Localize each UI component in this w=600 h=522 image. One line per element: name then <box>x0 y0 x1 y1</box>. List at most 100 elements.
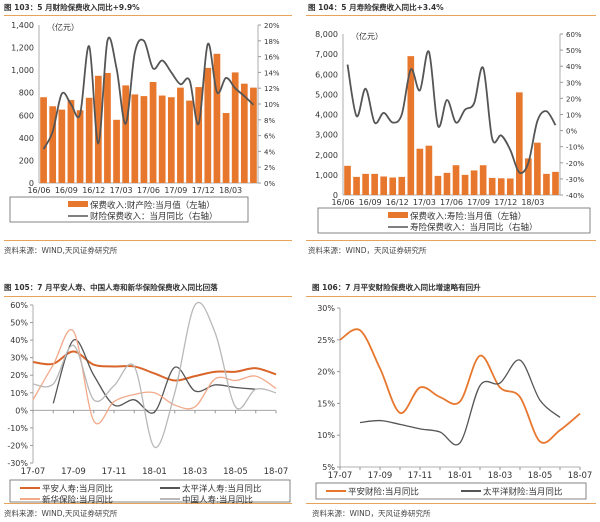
x-tick-label: 18-01 <box>448 471 473 481</box>
legend-label: 太平洋人寿:当月同比 <box>182 484 261 495</box>
y-tick-label: 10% <box>317 431 335 440</box>
series-line <box>32 328 277 425</box>
y-tick-label: 10% <box>10 389 28 398</box>
bar <box>104 72 111 183</box>
bar <box>525 158 532 195</box>
divider <box>306 503 596 504</box>
right-tick-label: 6% <box>264 133 275 141</box>
bar <box>40 97 47 183</box>
right-tick-label: -40% <box>566 192 584 200</box>
y-tick-label: 60% <box>10 301 28 310</box>
y-tick-label: 20% <box>317 368 335 377</box>
bar <box>58 109 66 183</box>
bar <box>122 85 130 183</box>
divider <box>4 240 292 241</box>
unit-label: （亿元） <box>351 31 383 41</box>
divider <box>4 15 292 16</box>
bar <box>443 172 451 195</box>
right-tick-label: -20% <box>566 160 584 168</box>
yoy-line <box>42 36 255 150</box>
bar <box>131 94 139 183</box>
right-tick-label: 60% <box>566 31 582 39</box>
y-tick-label: 0% <box>15 406 28 415</box>
x-tick-label: 16/09 <box>359 198 382 207</box>
right-tick-label: 8% <box>264 117 275 125</box>
bar <box>113 119 120 183</box>
legend-box <box>317 207 591 234</box>
left-tick-label: 1,400 <box>11 21 34 30</box>
yoy-line <box>346 50 557 174</box>
legend-bar-label: 保费收入:财产险:当月值（左轴） <box>90 200 215 211</box>
bar <box>497 178 505 195</box>
bar <box>76 110 84 183</box>
left-tick-label: 2,000 <box>315 151 338 160</box>
bar <box>488 177 496 195</box>
bar <box>416 148 424 195</box>
figure-104-source: 资料来源：WIND，天风证券研究所 <box>308 246 427 255</box>
x-tick-label: 16/12 <box>386 198 409 207</box>
figure-103-source: 资料来源：WIND,天风证券研究所 <box>4 246 118 255</box>
bar <box>186 100 193 183</box>
figure-106-title: 图 106：7 月平安财险保费收入同比增速略有回升 <box>312 283 481 292</box>
bar <box>222 113 230 183</box>
bar <box>515 92 523 195</box>
x-tick-label: 17-07 <box>21 467 46 477</box>
series-line <box>359 359 561 446</box>
bar <box>67 100 75 183</box>
bar <box>231 72 239 183</box>
divider <box>306 296 596 297</box>
bar <box>85 97 93 183</box>
bar <box>461 174 469 195</box>
y-tick-label: 30% <box>10 354 28 363</box>
bar <box>240 83 248 183</box>
right-tick-label: 20% <box>566 95 582 103</box>
bar <box>506 178 514 195</box>
bar <box>167 97 175 183</box>
divider <box>4 296 292 297</box>
divider <box>306 15 596 16</box>
bar <box>213 53 221 184</box>
x-tick-label: 16/12 <box>82 186 105 195</box>
bar <box>534 142 541 195</box>
bar <box>470 170 478 195</box>
legend-label: 中国人寿:当月同比 <box>182 495 253 506</box>
divider <box>4 503 292 504</box>
x-tick-label: 18-05 <box>223 467 248 477</box>
left-tick-label: 0 <box>29 179 34 188</box>
series-line <box>339 328 581 444</box>
x-tick-label: 18-07 <box>568 471 593 481</box>
legend-label: 太平洋财险:当月同比 <box>483 487 562 498</box>
left-tick-label: 1,000 <box>315 171 338 180</box>
left-tick-label: 400 <box>19 134 34 143</box>
left-tick-label: 600 <box>19 111 34 120</box>
x-tick-label: 16/09 <box>55 186 78 195</box>
x-tick-label: 17-11 <box>408 471 433 481</box>
legend-box <box>9 479 291 503</box>
y-tick-label: 15% <box>317 399 335 408</box>
bar <box>353 176 360 195</box>
left-tick-label: 6,000 <box>315 70 338 79</box>
legend-box <box>9 196 249 223</box>
legend-label: 新华保险:当月同比 <box>42 495 113 506</box>
legend-box <box>315 482 587 500</box>
right-tick-label: 30% <box>566 79 582 87</box>
x-tick-label: 18/03 <box>521 198 544 207</box>
legend-line-label: 寿险保费收入：当月同比（右轴） <box>410 222 538 233</box>
left-tick-label: 0 <box>333 191 338 200</box>
x-tick-label: 17/06 <box>137 186 160 195</box>
x-tick-label: 17/03 <box>110 186 133 195</box>
series-line <box>32 302 277 448</box>
legend-line-label: 财险保费收入：当月同比（右轴） <box>90 211 218 222</box>
unit-label: （亿元） <box>47 22 79 32</box>
x-tick-label: 17-07 <box>328 471 353 481</box>
bar <box>195 87 203 183</box>
figure-104-title: 图 104：5 月寿险保费收入同比+3.4% <box>308 3 444 12</box>
right-tick-label: 4% <box>264 148 275 156</box>
y-tick-label: 40% <box>10 336 28 345</box>
bar <box>49 106 57 183</box>
bar <box>543 173 550 195</box>
bar <box>371 173 378 195</box>
figure-105-source: 资料来源：WIND,天风证券研究所 <box>4 509 118 518</box>
right-tick-label: 0% <box>264 180 275 188</box>
figure-106-source: 资料来源：WIND，天风证券研究所 <box>312 509 431 518</box>
